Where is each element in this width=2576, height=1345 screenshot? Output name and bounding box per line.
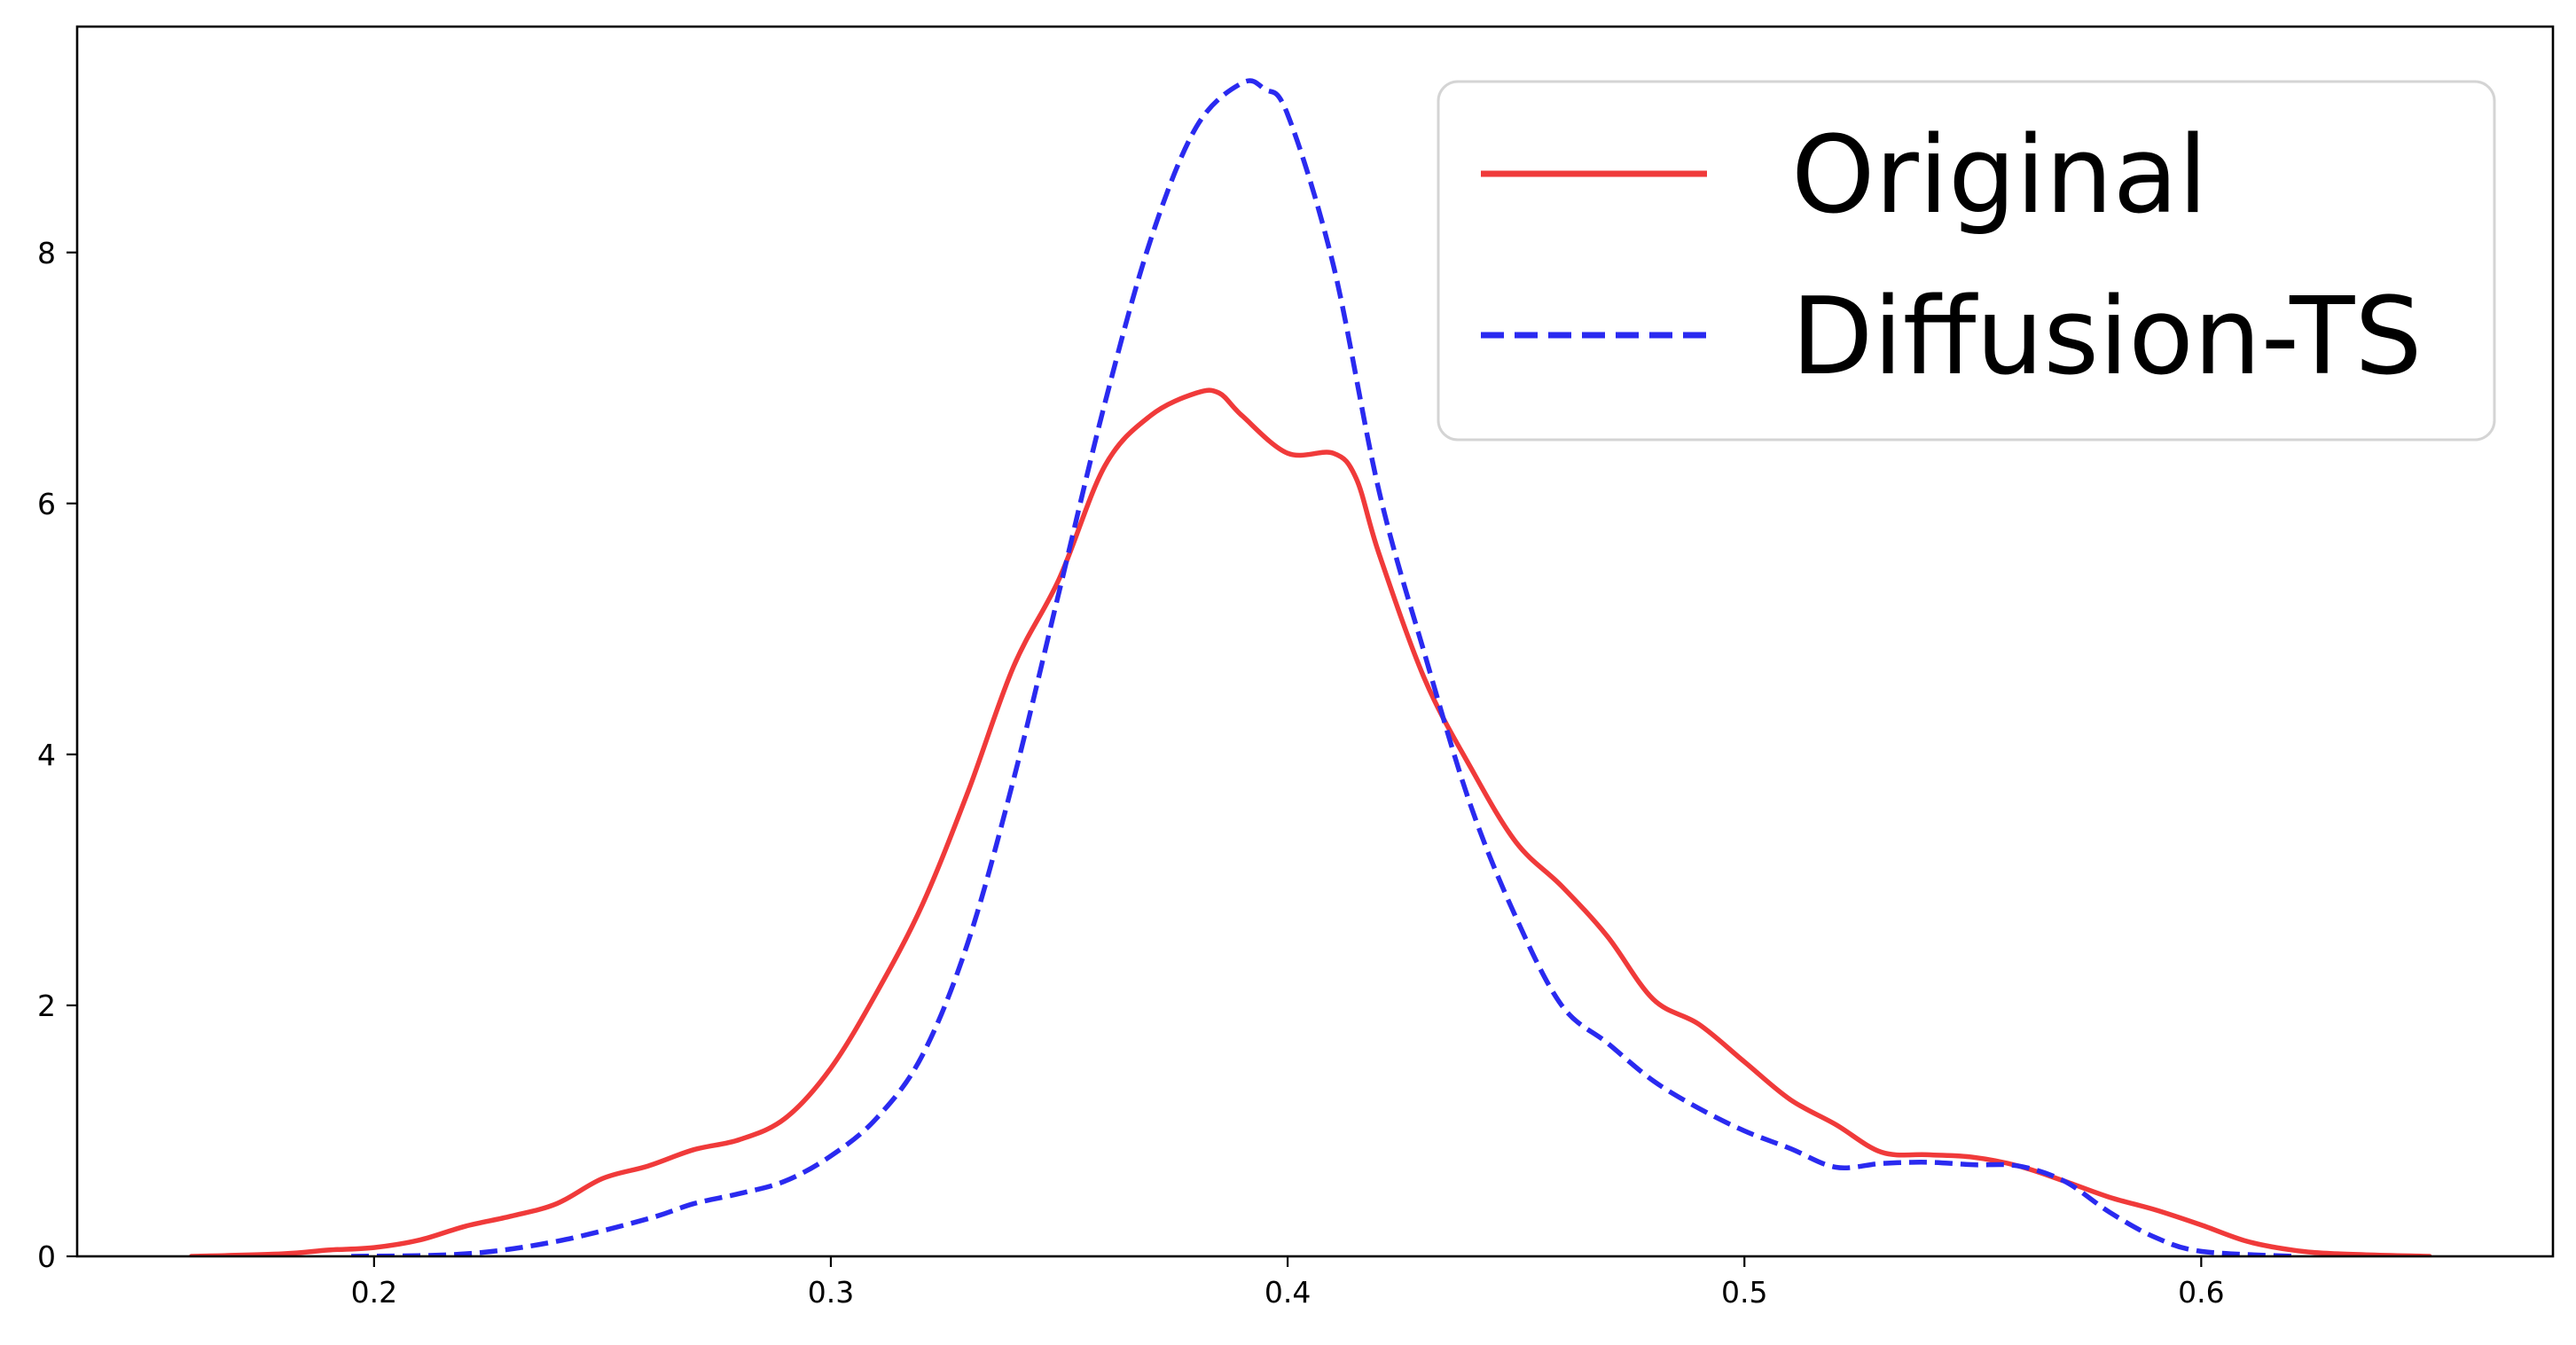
x-tick-label: 0.3	[808, 1275, 854, 1310]
y-tick-label: 4	[37, 738, 56, 772]
y-tick-label: 2	[37, 989, 56, 1023]
x-axis: 0.2 0.3 0.4 0.5 0.6	[351, 1256, 2225, 1310]
y-tick-label: 6	[37, 487, 56, 521]
legend-label: Diffusion-TS	[1791, 276, 2423, 399]
x-tick-label: 0.2	[351, 1275, 397, 1310]
series-line-diffusion-ts	[351, 78, 2293, 1256]
y-tick-label: 8	[37, 236, 56, 270]
series-line-original	[189, 387, 2432, 1256]
x-tick-label: 0.5	[1721, 1275, 1767, 1310]
plot-frame	[75, 25, 2555, 1258]
legend-label: Original	[1791, 114, 2208, 238]
y-tick-label: 0	[37, 1239, 56, 1274]
x-tick-label: 0.4	[1265, 1275, 1311, 1310]
legend: Original Diffusion-TS	[1437, 80, 2496, 442]
y-axis: 0 2 4 6 8	[37, 236, 77, 1274]
x-tick-label: 0.6	[2178, 1275, 2224, 1310]
